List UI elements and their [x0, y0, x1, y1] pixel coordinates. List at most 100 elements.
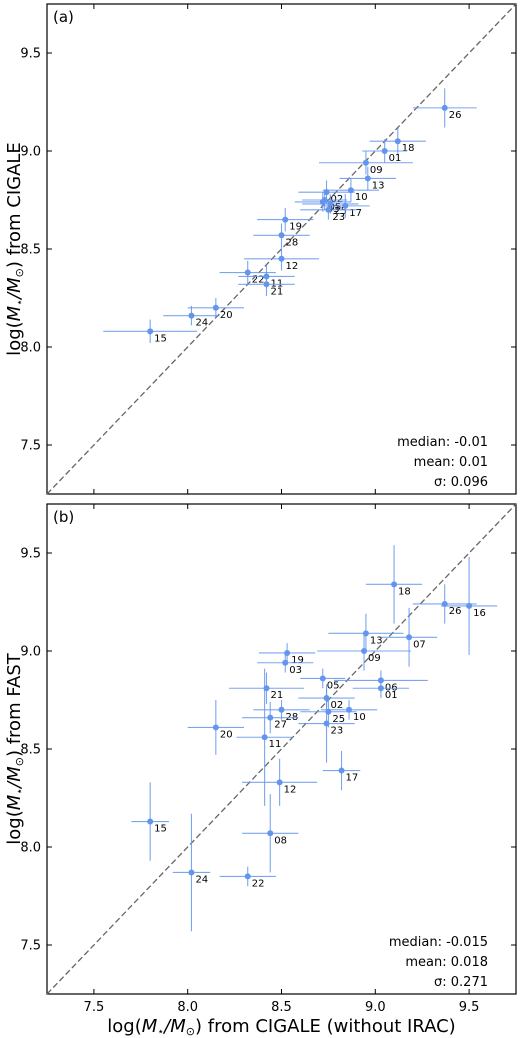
data-point-18: 18	[365, 545, 423, 624]
point-label: 18	[398, 586, 411, 597]
point-marker	[147, 818, 154, 825]
stat-text: mean: 0.018	[405, 955, 488, 970]
point-marker	[278, 232, 285, 239]
data-point-03: 03	[257, 652, 314, 676]
y-tick-label: 9.0	[20, 645, 41, 660]
y-tick-label: 8.0	[20, 841, 41, 856]
point-marker	[441, 104, 448, 111]
data-point-22: 22	[219, 866, 276, 889]
data-point-23: 23	[300, 200, 357, 223]
axis-label-part: ⋆	[157, 1025, 164, 1038]
axis-label-part: /M	[162, 1016, 186, 1037]
data-point-09: 09	[317, 631, 411, 671]
data-point-08: 08	[242, 794, 299, 873]
data-point-27: 27	[242, 701, 299, 734]
data-point-15: 15	[131, 782, 169, 861]
point-label: 18	[402, 143, 415, 154]
axis-label-part: ) from FAST	[4, 652, 25, 757]
stat-text: median: -0.015	[389, 935, 488, 950]
point-marker	[278, 255, 285, 262]
point-label: 15	[154, 824, 167, 835]
point-marker	[338, 767, 345, 774]
axis-label-part: log(	[4, 321, 25, 355]
point-marker	[282, 216, 289, 223]
y-tick-label: 7.5	[20, 439, 41, 454]
point-label: 10	[353, 712, 366, 723]
point-marker	[261, 734, 268, 741]
point-label: 17	[349, 208, 362, 219]
data-point-24: 24	[163, 305, 220, 329]
data-point-01: 01	[352, 678, 410, 701]
axis-label-part: ⊙	[13, 757, 26, 766]
point-label: 08	[274, 835, 287, 846]
stat-text: σ: 0.271	[434, 975, 488, 990]
stat-text: median: -0.01	[397, 435, 488, 450]
data-point-20: 20	[187, 298, 244, 321]
axis-label-part: log(	[107, 1016, 141, 1037]
data-point-26: 26	[412, 88, 477, 128]
point-label: 23	[331, 726, 344, 737]
point-marker	[212, 724, 219, 731]
point-label: 28	[286, 237, 299, 248]
data-point-18: 18	[369, 127, 426, 155]
point-marker	[319, 675, 326, 682]
data-point-05: 05	[300, 668, 346, 691]
axis-label-part: ⋆	[13, 299, 26, 306]
data-point-13: 13	[328, 613, 404, 653]
stat-text: mean: 0.01	[414, 455, 488, 470]
point-label: 20	[220, 310, 233, 321]
point-label: 05	[329, 202, 342, 213]
y-tick-label: 9.5	[20, 47, 41, 62]
point-marker	[342, 202, 349, 209]
x-tick-label: 9.5	[459, 1000, 480, 1015]
data-point-21: 21	[228, 672, 305, 704]
point-label: 21	[270, 690, 283, 701]
point-label: 13	[370, 635, 383, 646]
stat-text: σ: 0.096	[434, 475, 488, 490]
point-marker	[267, 714, 274, 721]
point-label: 22	[252, 878, 265, 889]
point-marker	[377, 685, 384, 692]
data-point-09: 09	[319, 151, 413, 176]
panel-label: (a)	[53, 8, 74, 26]
axis-label-part: M	[142, 1016, 158, 1037]
axis-label-part: ) from CIGALE (without IRAC)	[195, 1016, 456, 1037]
point-label: 24	[195, 874, 208, 885]
data-point-12: 12	[243, 247, 320, 272]
axis-label-part: M	[4, 794, 25, 810]
point-label: 09	[370, 165, 383, 176]
point-marker	[278, 706, 285, 713]
point-label: 25	[332, 714, 345, 725]
point-label: 27	[274, 720, 287, 731]
y-tick-label: 8.0	[20, 341, 41, 356]
data-point-12: 12	[242, 758, 318, 806]
data-point-15: 15	[103, 319, 198, 344]
point-marker	[282, 659, 289, 666]
point-marker	[147, 328, 154, 335]
data-point-16: 16	[440, 556, 498, 655]
point-marker	[188, 869, 195, 876]
point-label: 09	[368, 653, 381, 664]
point-label: 07	[413, 639, 426, 650]
point-label: 12	[284, 784, 297, 795]
point-label: 19	[291, 655, 304, 666]
point-label: 01	[385, 690, 398, 701]
point-label: 17	[346, 773, 359, 784]
point-marker	[325, 206, 332, 213]
axis-label-part: /M	[4, 766, 25, 790]
point-label: 11	[269, 739, 282, 750]
axis-label-part: ⊙	[13, 268, 26, 277]
data-point-19: 19	[257, 207, 314, 233]
point-marker	[244, 873, 251, 880]
y-tick-label: 9.0	[20, 145, 41, 160]
x-tick-label: 7.5	[84, 1000, 105, 1015]
point-marker	[394, 138, 401, 145]
point-marker	[267, 830, 274, 837]
panel-b: 7.5 8.0 8.5 9.0 9.5 7.5 8.0 8.5 9.0 9.5 18 26 16 13 07…	[4, 503, 517, 1038]
data-point-24: 24	[172, 813, 211, 932]
data-point-20: 20	[187, 700, 244, 755]
y-axis-label: log(M⋆/M⊙) from CIGALE	[4, 142, 26, 356]
one-to-one-line	[46, 503, 517, 995]
point-label: 24	[195, 318, 208, 329]
data-point-13: 13	[339, 166, 396, 191]
